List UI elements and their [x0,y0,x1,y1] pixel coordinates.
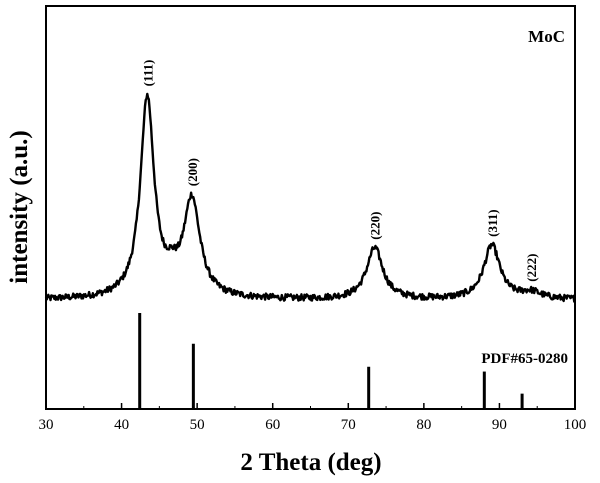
x-axis-ticks: 30 40 50 60 70 80 90 100 [39,403,587,433]
x-tick-label: 100 [564,417,587,433]
peak-label: (311) [485,209,500,236]
x-tick-label: 70 [341,417,356,433]
peak-label: (222) [524,254,539,282]
peak-label: (200) [185,158,200,186]
x-tick-label: 80 [416,417,431,433]
reference-label: PDF#65-0280 [481,351,568,367]
x-axis-title: 2 Theta (deg) [240,449,381,476]
x-tick-label: 90 [492,417,507,433]
peak-label: (111) [140,60,155,87]
reference-lines [138,313,524,409]
xrd-pattern-line [44,92,576,303]
plot-frame [45,5,576,410]
x-tick-label: 50 [190,417,205,433]
x-tick-label: 60 [265,417,280,433]
peak-label: (220) [368,212,383,240]
sample-label: MoC [528,27,565,46]
y-axis-title: intensity (a.u.) [6,130,33,283]
x-tick-label: 40 [114,417,129,433]
x-tick-label: 30 [39,417,54,433]
peak-labels: (111) (200) (220) (311) (222) [140,60,539,282]
